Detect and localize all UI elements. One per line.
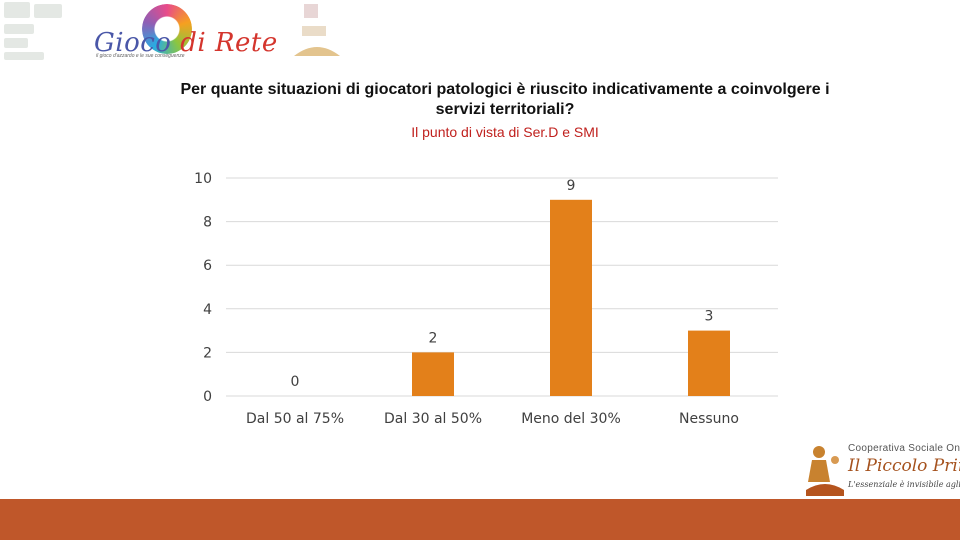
brand-tagline: il gioco d'azzardo e le sue conseguenze	[96, 53, 185, 59]
x-tick-label: Dal 50 al 75%	[246, 411, 344, 427]
footer-bar	[0, 499, 960, 540]
org-name: Cooperativa Sociale Onlus	[848, 443, 960, 454]
brand-ring-icon	[142, 4, 192, 54]
cooperative-logo: Cooperativa Sociale Onlus Il Piccolo Pri…	[800, 438, 960, 498]
org-brand: Il Piccolo Principe	[848, 456, 960, 476]
y-tick-label: 8	[203, 215, 212, 231]
x-tick-label: Nessuno	[679, 411, 739, 427]
y-tick-label: 0	[203, 389, 212, 405]
y-tick-label: 4	[203, 302, 212, 318]
y-tick-label: 2	[203, 345, 212, 361]
y-tick-label: 10	[194, 171, 212, 187]
data-label: 9	[567, 178, 576, 194]
chart-subtitle: Il punto di vista di Ser.D e SMI	[411, 124, 599, 140]
x-tick-label: Dal 30 al 50%	[384, 411, 482, 427]
data-label: 2	[429, 330, 438, 346]
bar	[412, 352, 454, 396]
org-motto: L'essenziale è invisibile agli occhi	[848, 480, 960, 489]
partner-logos	[4, 2, 64, 62]
bar	[688, 330, 730, 396]
brand-name: Gioco di Rete	[94, 28, 278, 58]
data-label: 0	[291, 374, 300, 390]
partner-logo-icon	[294, 4, 340, 56]
little-prince-icon	[806, 446, 844, 496]
x-tick-label: Meno del 30%	[521, 411, 621, 427]
chart-title: Per quante situazioni di giocatori patol…	[180, 81, 830, 118]
data-label: 3	[705, 309, 714, 325]
y-tick-label: 6	[203, 258, 212, 274]
gioco-di-rete-logo: Gioco di Rete il gioco d'azzardo e le su…	[94, 2, 277, 64]
bar	[550, 199, 592, 396]
